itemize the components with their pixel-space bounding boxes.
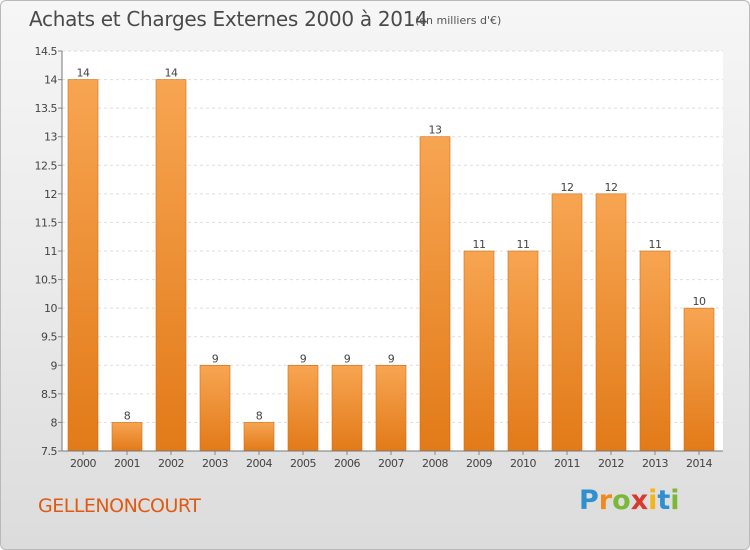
y-tick-label: 12.5	[35, 159, 58, 172]
bar-2005	[287, 364, 319, 452]
y-tick-label: 8	[51, 416, 58, 429]
bar-2011	[551, 193, 583, 452]
y-tick-label: 9	[51, 359, 58, 372]
bar-2008	[419, 136, 451, 452]
x-tick-label-2003: 2003	[202, 457, 228, 470]
data-label-2013: 11	[649, 238, 662, 251]
bar-2006	[331, 364, 363, 452]
y-tick-label: 13.5	[35, 102, 58, 115]
x-tick-label-2014: 2014	[686, 457, 712, 470]
y-tick-label: 10.5	[35, 274, 58, 287]
data-label-2003: 9	[212, 352, 219, 365]
bar-2003	[199, 364, 231, 452]
x-tick-label-2007: 2007	[378, 457, 404, 470]
x-tick-label-2010: 2010	[510, 457, 536, 470]
y-tick-label: 9.5	[41, 331, 57, 344]
data-label-2001: 8	[124, 409, 131, 422]
data-label-2009: 11	[473, 238, 486, 251]
data-label-2006: 9	[344, 352, 351, 365]
data-label-2008: 13	[429, 124, 442, 137]
y-tick-label: 12	[44, 188, 57, 201]
bar-2004	[243, 422, 275, 452]
data-label-2005: 9	[300, 352, 307, 365]
bar-2007	[375, 364, 407, 452]
x-tick-label-2005: 2005	[290, 457, 316, 470]
chart-subtitle: (en milliers d'€)	[415, 14, 502, 27]
data-label-2014: 10	[693, 295, 706, 308]
bar-2012	[595, 193, 627, 452]
bar-2002	[155, 79, 187, 452]
y-tick-label: 10	[44, 302, 57, 315]
bar-2009	[463, 250, 495, 452]
bar-2010	[507, 250, 539, 452]
data-label-2000: 14	[77, 67, 90, 80]
data-label-2004: 8	[256, 409, 263, 422]
x-tick-label-2011: 2011	[554, 457, 580, 470]
x-tick-label-2001: 2001	[114, 457, 140, 470]
y-tick-label: 7.5	[41, 445, 57, 458]
y-tick-label: 14.5	[35, 45, 58, 58]
bar-2013	[639, 250, 671, 452]
y-tick-label: 8.5	[41, 388, 57, 401]
y-tick-label: 11	[44, 245, 57, 258]
chart-title: Achats et Charges Externes 2000 à 2014	[29, 7, 428, 31]
proxiti-logo: Proxiti	[579, 485, 680, 516]
data-label-2011: 12	[561, 181, 574, 194]
y-tick-label: 11.5	[35, 216, 58, 229]
x-tick-label-2012: 2012	[598, 457, 624, 470]
data-label-2007: 9	[388, 352, 395, 365]
x-tick-label-2000: 2000	[70, 457, 96, 470]
x-tick-label-2013: 2013	[642, 457, 668, 470]
y-tick-label: 14	[44, 74, 57, 87]
data-label-2012: 12	[605, 181, 618, 194]
x-tick-label-2002: 2002	[158, 457, 184, 470]
x-tick-label-2009: 2009	[466, 457, 492, 470]
commune-name: GELLENONCOURT	[38, 495, 201, 517]
data-label-2010: 11	[517, 238, 530, 251]
data-label-2002: 14	[165, 67, 178, 80]
x-tick-label-2006: 2006	[334, 457, 360, 470]
bar-2000	[67, 79, 99, 452]
y-tick-label: 13	[44, 131, 57, 144]
bar-2001	[111, 422, 143, 452]
x-tick-label-2004: 2004	[246, 457, 272, 470]
bar-2014	[683, 307, 715, 452]
x-tick-label-2008: 2008	[422, 457, 448, 470]
